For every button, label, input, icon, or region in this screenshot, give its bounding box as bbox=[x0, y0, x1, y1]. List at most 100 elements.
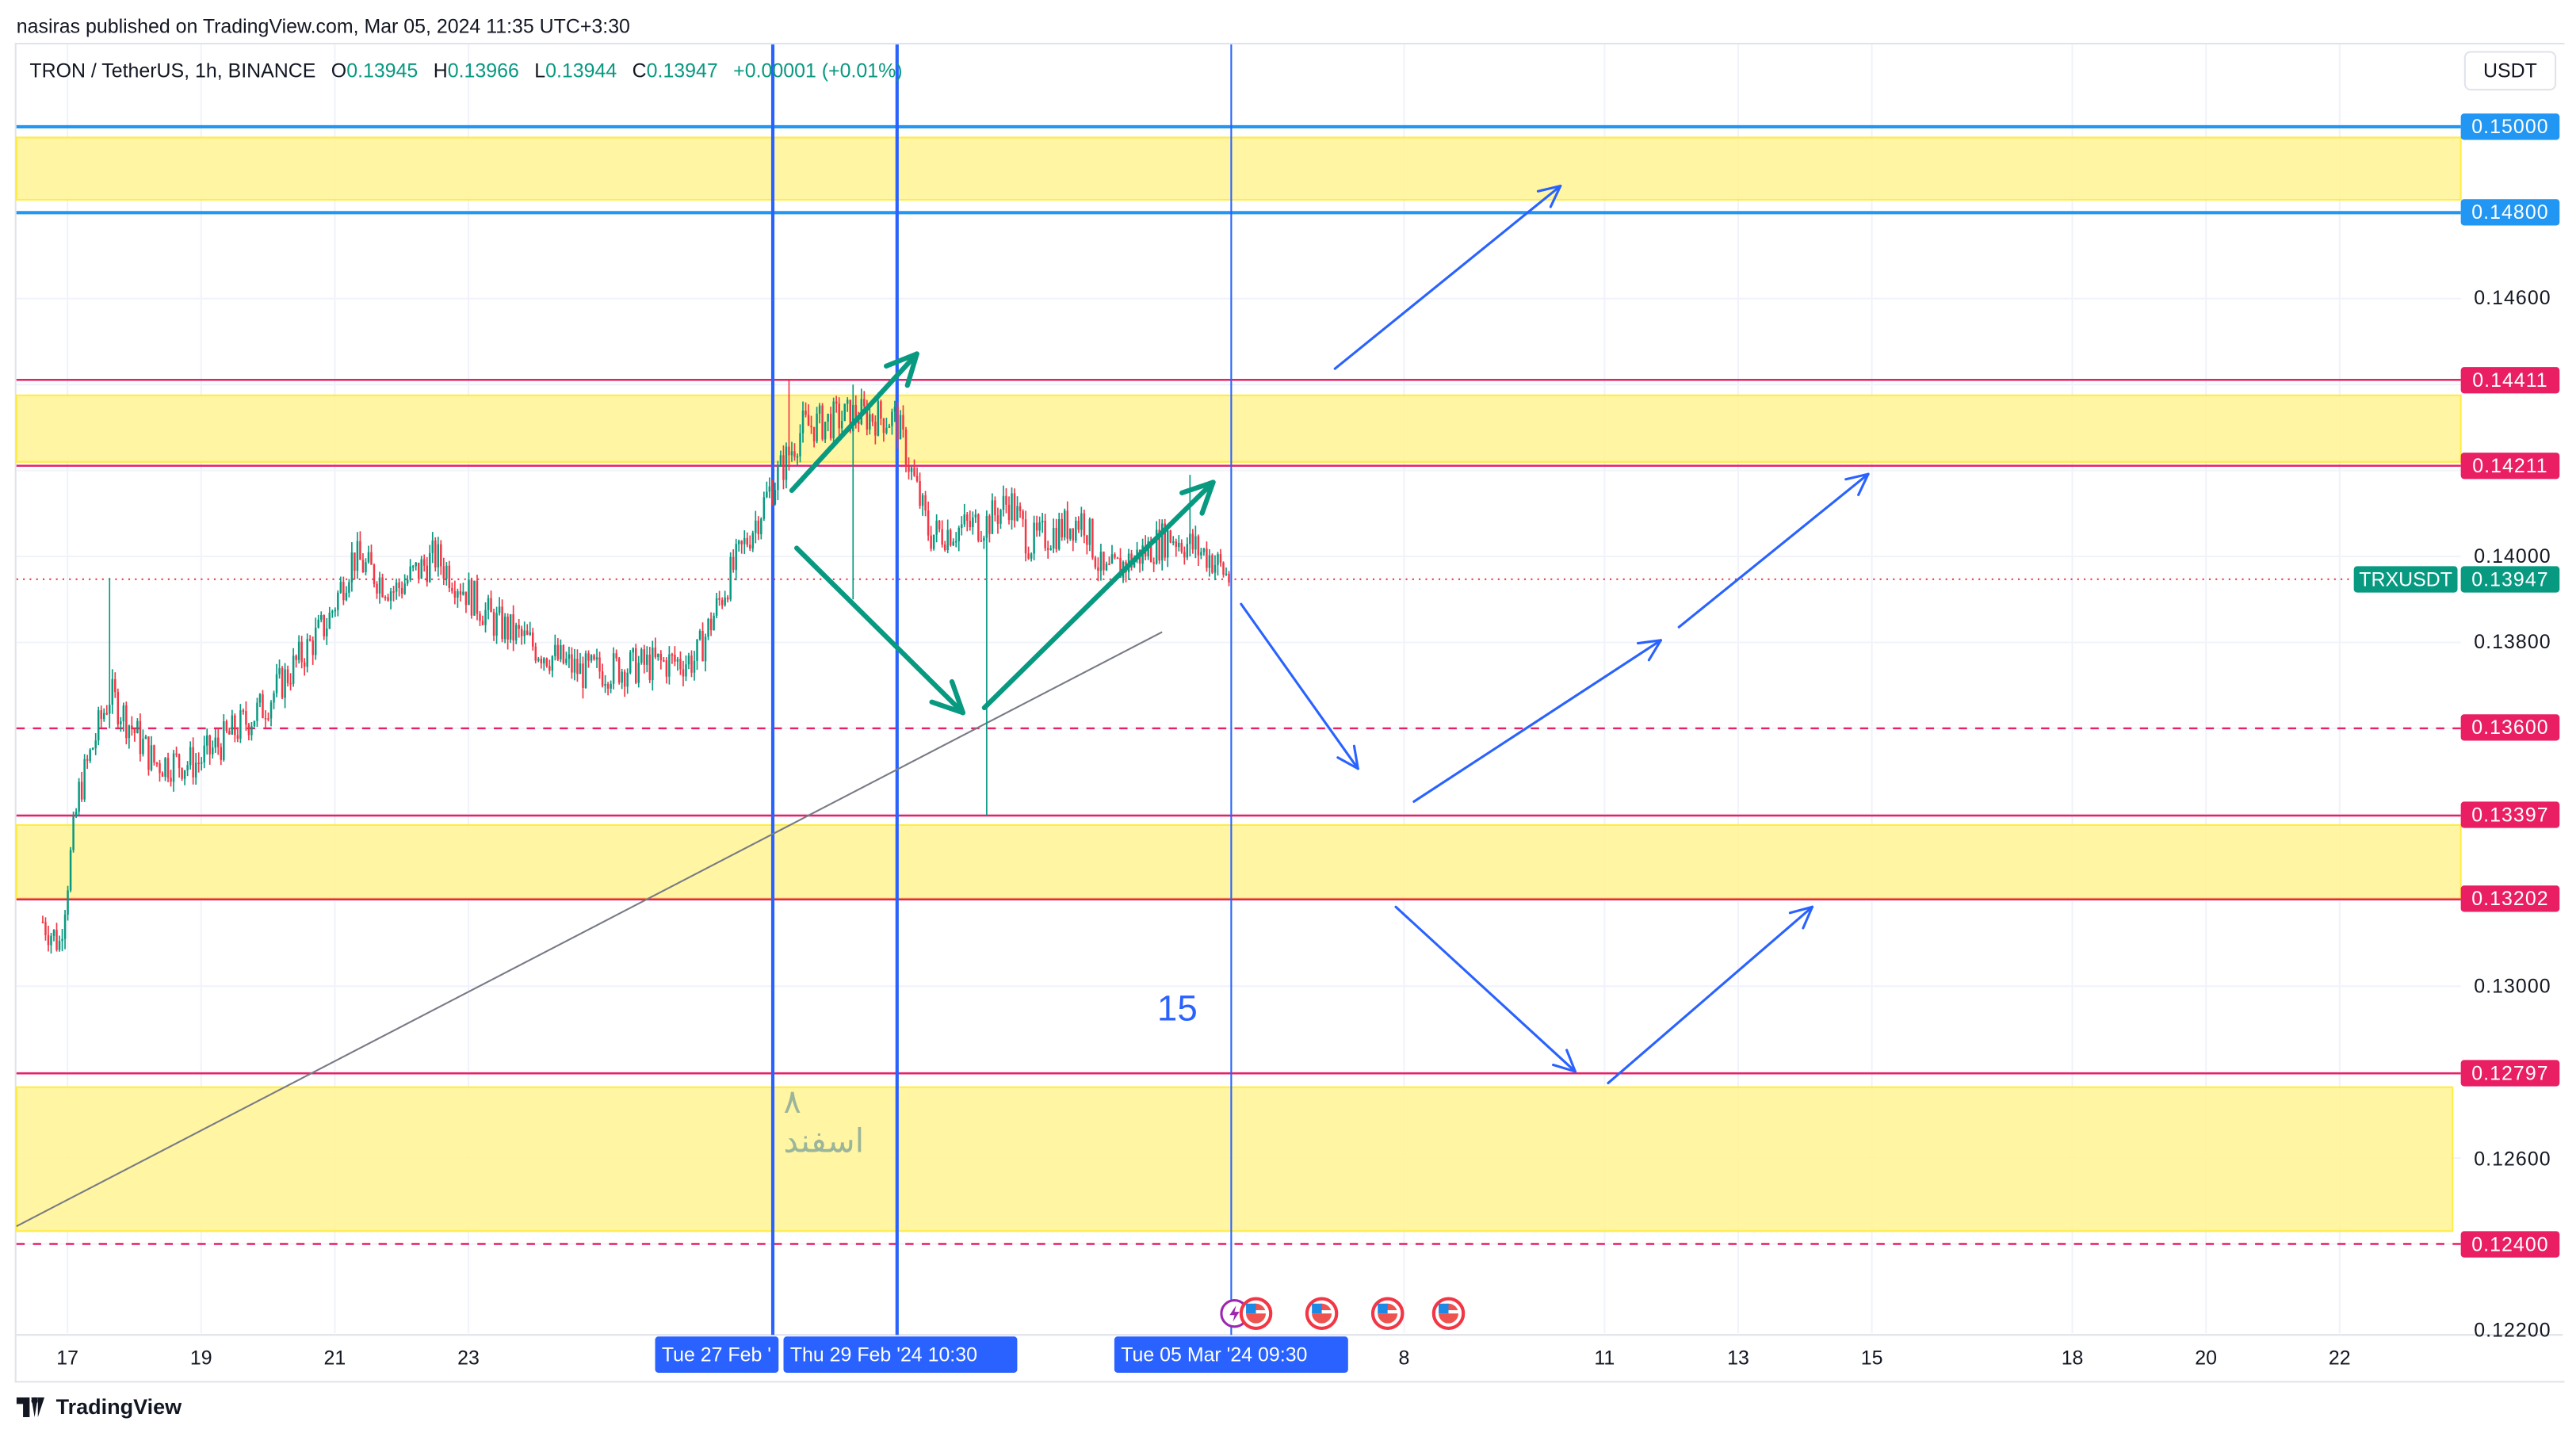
candle-body bbox=[587, 653, 590, 661]
candle-body bbox=[768, 486, 771, 492]
candle-body bbox=[902, 415, 904, 430]
arrow-head[interactable] bbox=[1552, 1063, 1577, 1073]
candle-body bbox=[80, 781, 83, 800]
candle-body bbox=[490, 598, 492, 613]
arrow-head[interactable] bbox=[1565, 1049, 1577, 1073]
flag-canton bbox=[1246, 1303, 1256, 1314]
candle-body bbox=[55, 930, 58, 950]
candle-body bbox=[208, 735, 211, 755]
candle-body bbox=[139, 720, 142, 755]
candle-body bbox=[275, 674, 278, 694]
candle-body bbox=[790, 451, 793, 456]
crosshair-date-label: Tue 05 Mar '24 09:30 bbox=[1114, 1336, 1348, 1373]
candle-body bbox=[1024, 519, 1027, 554]
arrow-line[interactable] bbox=[1394, 905, 1577, 1073]
candle-body bbox=[122, 705, 125, 722]
candle-body bbox=[481, 621, 484, 625]
candle-body bbox=[273, 693, 275, 703]
arrow-line[interactable] bbox=[1333, 185, 1562, 370]
time-tick-label: 19 bbox=[189, 1346, 212, 1370]
candle-body bbox=[766, 491, 768, 498]
candle-body bbox=[840, 421, 843, 429]
candle-body bbox=[606, 683, 610, 689]
arrow-line[interactable] bbox=[794, 545, 965, 716]
arrow-head[interactable] bbox=[1536, 185, 1562, 193]
candle-body bbox=[311, 640, 314, 655]
candle-body bbox=[239, 710, 242, 739]
persian-month: اسفند bbox=[783, 1124, 865, 1161]
arrow-line[interactable] bbox=[1677, 472, 1870, 629]
candle-body bbox=[250, 726, 253, 736]
candle-body bbox=[623, 671, 626, 687]
candle-body bbox=[682, 669, 685, 677]
candle-body bbox=[457, 590, 459, 598]
persian-date-annotation[interactable]: ۸ اسفند bbox=[784, 1083, 865, 1162]
time-tick-label: 15 bbox=[1860, 1346, 1883, 1370]
candle-body bbox=[545, 658, 548, 667]
candle-body bbox=[560, 644, 562, 660]
candle-body bbox=[927, 510, 930, 536]
candle-body bbox=[339, 582, 342, 593]
candle-body bbox=[1108, 564, 1110, 565]
arrow-head[interactable] bbox=[904, 351, 919, 388]
arrow-line[interactable] bbox=[981, 480, 1216, 711]
candle-body bbox=[487, 598, 490, 610]
candle-body bbox=[529, 632, 531, 635]
yellow-zone[interactable] bbox=[15, 823, 2462, 900]
yellow-zone[interactable] bbox=[15, 136, 2462, 201]
arrow-line[interactable] bbox=[1412, 639, 1662, 803]
arrow-head[interactable] bbox=[1336, 756, 1359, 770]
candle-body bbox=[306, 639, 308, 667]
currency-button[interactable]: USDT bbox=[2463, 51, 2557, 91]
yellow-zone[interactable] bbox=[15, 1086, 2454, 1232]
candle-body bbox=[451, 587, 453, 591]
tradingview-logo[interactable]: TradingView bbox=[16, 1393, 182, 1420]
candle-body bbox=[442, 566, 445, 579]
candle-body bbox=[1222, 562, 1225, 575]
candle-body bbox=[125, 705, 128, 739]
arrow-head[interactable] bbox=[1199, 480, 1216, 516]
arrow-head[interactable] bbox=[949, 678, 965, 716]
arrow-head[interactable] bbox=[1549, 185, 1562, 208]
lightning-glyph bbox=[1229, 1305, 1240, 1322]
candle-body bbox=[729, 556, 732, 600]
arrow-head[interactable] bbox=[1802, 905, 1814, 930]
candle-body bbox=[668, 654, 671, 677]
candle-body bbox=[974, 514, 977, 518]
trend-line[interactable] bbox=[16, 631, 1163, 1228]
candle-body bbox=[924, 495, 927, 511]
candle-body bbox=[1069, 528, 1072, 539]
candle-body bbox=[86, 759, 89, 761]
arrow-line[interactable] bbox=[789, 351, 919, 493]
candle-body bbox=[954, 541, 957, 543]
candle-body bbox=[1055, 528, 1057, 549]
arrow-line[interactable] bbox=[1240, 602, 1359, 770]
brand-name: TradingView bbox=[55, 1393, 182, 1420]
candle-body bbox=[598, 657, 601, 672]
symbol-legend: TRON / TetherUS, 1h, BINANCE O0.13945 H0… bbox=[29, 59, 902, 82]
arrow-line[interactable] bbox=[1607, 905, 1814, 1085]
arrow-head[interactable] bbox=[884, 351, 919, 369]
candle-body bbox=[214, 737, 217, 748]
annotation-text[interactable]: 15 bbox=[1156, 988, 1198, 1029]
arrow-head[interactable] bbox=[929, 699, 965, 716]
candle-body bbox=[921, 495, 924, 506]
arrow-head[interactable] bbox=[1857, 472, 1870, 496]
candle-body bbox=[977, 514, 980, 541]
arrow-head[interactable] bbox=[1636, 639, 1662, 645]
arrow-head[interactable] bbox=[1179, 480, 1216, 495]
candle-body bbox=[724, 597, 726, 606]
arrow-head[interactable] bbox=[1844, 472, 1870, 481]
arrow-head[interactable] bbox=[1647, 639, 1662, 662]
arrow-head[interactable] bbox=[1352, 744, 1359, 770]
price-level-tag: 0.15000 bbox=[2460, 113, 2560, 140]
yellow-zone[interactable] bbox=[15, 394, 2462, 463]
candle-body bbox=[762, 497, 766, 519]
candle-body bbox=[1219, 554, 1222, 563]
candle-body bbox=[186, 765, 189, 770]
candle-body bbox=[41, 921, 44, 923]
arrow-head[interactable] bbox=[1788, 905, 1814, 915]
symbol-title[interactable]: TRON / TetherUS, 1h, BINANCE bbox=[29, 59, 316, 82]
candle-body bbox=[387, 597, 389, 601]
